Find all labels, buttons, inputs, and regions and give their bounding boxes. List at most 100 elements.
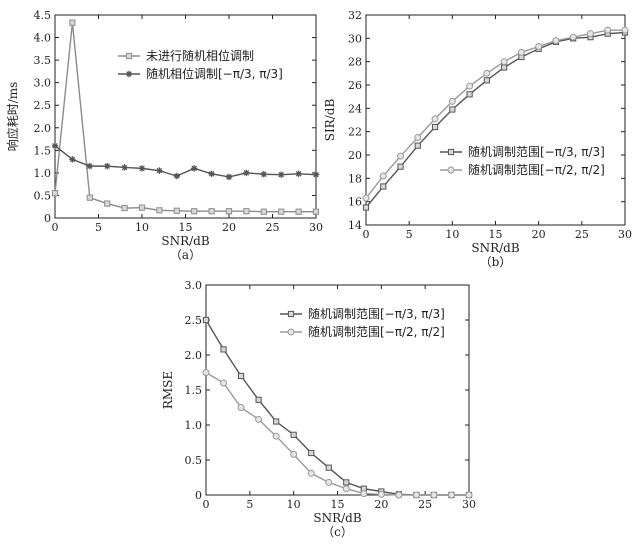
data-point [173, 172, 180, 180]
chart-panel-2: 0 5 10 15 20 25 30 0 0.5 1.0 1.5 2.0 2.5 3.0 SNR/dB RMS… [161, 279, 476, 539]
data-point [173, 207, 180, 214]
x-tick-label: 5 [95, 221, 102, 234]
y-tick-label: 4.0 [34, 32, 52, 45]
data-point [535, 43, 543, 50]
data-point [51, 142, 59, 150]
y-tick-label: 3.0 [185, 279, 203, 292]
data-point [202, 316, 210, 324]
data-point [260, 208, 267, 215]
series-line [54, 145, 317, 178]
data-point [342, 485, 350, 493]
data-point [202, 369, 210, 376]
y-axis-label: SIR/dB [323, 99, 337, 142]
data-point [414, 134, 422, 141]
data-point [360, 490, 368, 498]
y-tick-label: 28 [348, 56, 362, 69]
legend-label: 随机调制范围[−π/2, π/2] [468, 162, 605, 177]
x-axis-label: SNR/dB [313, 511, 361, 525]
data-point [586, 30, 594, 38]
x-tick-label: 25 [266, 221, 280, 234]
data-point [397, 152, 405, 160]
data-point [208, 170, 215, 177]
x-tick-label: 30 [618, 228, 632, 241]
legend: 随机调制范围[−π/3, π/3] 随机调制范围[−π/2, π/2] [280, 306, 445, 339]
x-tick-label: 20 [222, 221, 236, 234]
y-axis-label: RMSE [161, 371, 175, 409]
panel-caption: （a） [170, 248, 201, 262]
x-tick-label: 25 [418, 498, 432, 511]
series-line [205, 371, 469, 496]
data-point [243, 208, 250, 215]
x-tick-label: 15 [331, 498, 345, 511]
x-tick-label: 15 [489, 228, 503, 241]
y-tick-label: 1.0 [185, 419, 203, 432]
data-point [191, 208, 198, 215]
y-tick-label: 30 [348, 32, 362, 45]
x-tick-label: 30 [462, 498, 476, 511]
data-point [397, 163, 404, 170]
legend-marker [125, 70, 133, 78]
x-tick-label: 0 [203, 498, 210, 511]
x-tick-label: 10 [135, 221, 149, 234]
data-point [362, 204, 370, 211]
legend-label: 未进行随机相位调制 [146, 48, 254, 63]
data-point [225, 208, 233, 215]
legend-marker [447, 166, 455, 174]
data-point [121, 164, 128, 171]
legend-marker [447, 148, 455, 156]
data-point [255, 396, 262, 403]
y-tick-label: 24 [348, 102, 362, 115]
data-point [273, 418, 280, 425]
data-point [51, 190, 59, 197]
data-point [272, 432, 280, 440]
data-point [325, 478, 333, 486]
y-tick-label: 16 [348, 196, 362, 209]
x-tick-label: 20 [532, 228, 546, 241]
data-point [86, 162, 93, 170]
data-point [278, 208, 285, 215]
y-tick-label: 2.0 [185, 349, 203, 362]
series-line [365, 29, 625, 199]
data-point [377, 490, 385, 498]
x-tick-label: 0 [52, 221, 59, 234]
legend-label: 随机调制范围[−π/3, π/3] [308, 306, 445, 321]
x-axis-label: SNR/dB [161, 234, 209, 248]
series-1 [202, 369, 473, 499]
data-point [69, 19, 76, 26]
data-point [69, 156, 76, 163]
data-point [483, 69, 491, 77]
data-point [290, 450, 298, 458]
y-tick-label: 3.0 [34, 77, 52, 90]
series-line [54, 22, 316, 213]
data-point [308, 449, 315, 457]
data-point [237, 372, 245, 380]
data-point [414, 142, 421, 149]
data-point [447, 491, 455, 499]
x-tick-label: 15 [179, 221, 193, 234]
data-point [295, 170, 302, 177]
series-0 [362, 29, 629, 211]
data-point [569, 33, 577, 41]
x-tick-label: 10 [287, 498, 301, 511]
data-point [260, 171, 267, 178]
data-point [517, 48, 525, 56]
data-point [379, 172, 387, 180]
legend-label: 随机相位调制[−π/3, π/3] [146, 66, 283, 81]
data-point [255, 415, 263, 423]
y-tick-label: 22 [348, 126, 362, 139]
data-point [138, 165, 146, 172]
data-point [220, 346, 227, 353]
y-tick-label: 0 [195, 489, 202, 502]
chart-panel-0: 0 5 10 15 20 25 30 0 0.5 1.0 1.5 2.0 2.5 3.0 3.5 4.0 4.5… [5, 9, 323, 262]
series-line [365, 31, 626, 208]
x-axis-label: SNR/dB [471, 241, 519, 255]
data-point [448, 97, 456, 105]
data-point [307, 469, 315, 477]
y-tick-label: 20 [348, 149, 362, 162]
data-point [104, 200, 111, 207]
legend-marker [125, 52, 133, 60]
series-1 [51, 142, 320, 181]
